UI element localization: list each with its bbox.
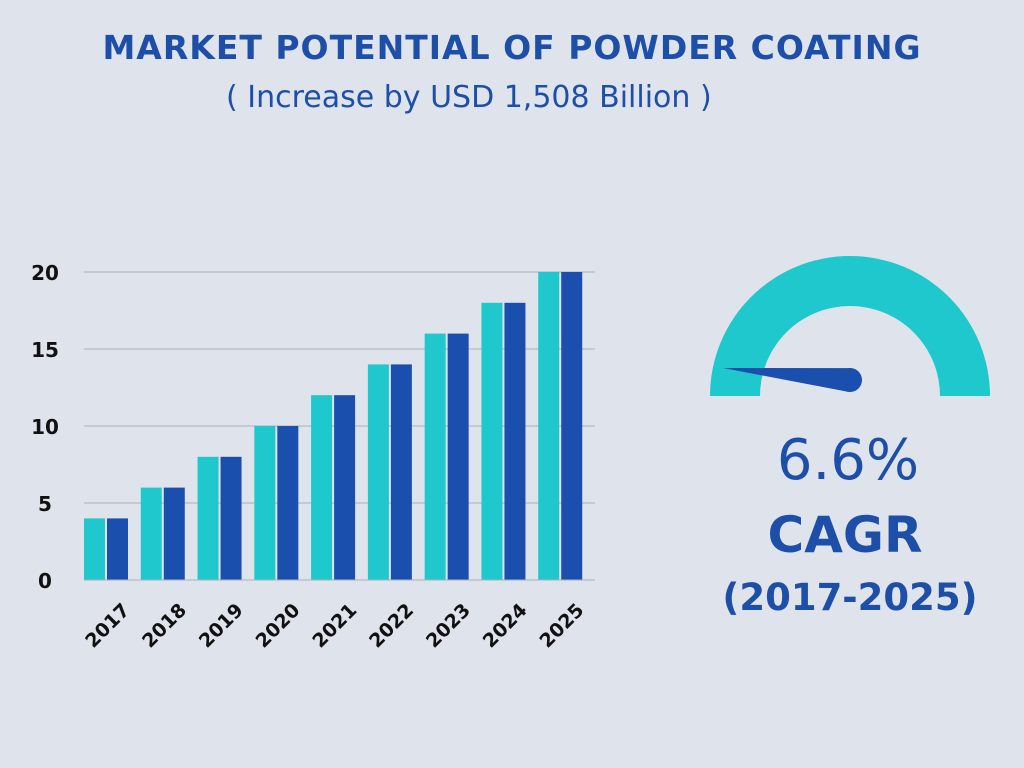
gauge-needle bbox=[723, 367, 852, 392]
cagr-label: CAGR bbox=[767, 506, 923, 564]
y-tick-label: 5 bbox=[38, 492, 52, 516]
gauge-arc bbox=[710, 256, 990, 396]
bar-series-2-2017 bbox=[107, 518, 128, 580]
bar-series-1-2019 bbox=[197, 456, 219, 580]
y-tick-label: 20 bbox=[31, 261, 59, 285]
cagr-period: (2017-2025) bbox=[722, 576, 978, 619]
x-tick-label: 2021 bbox=[308, 599, 361, 652]
bar-chart: 0 5 10 15 20 2017 2018 2019 2020 2021 2022 2023 2024… bbox=[31, 261, 595, 652]
bar-series-2-2021 bbox=[334, 395, 356, 580]
y-tick-label: 10 bbox=[31, 415, 59, 439]
x-tick-label: 2023 bbox=[422, 599, 475, 652]
bar-series-1-2017 bbox=[84, 518, 105, 580]
bar-series-2-2024 bbox=[504, 302, 526, 580]
bar-series-2-2019 bbox=[220, 456, 242, 580]
bar-series-1-2024 bbox=[481, 302, 503, 580]
chart-subtitle: ( Increase by USD 1,508 Billion ) bbox=[226, 80, 712, 115]
x-tick-label: 2019 bbox=[195, 599, 248, 652]
cagr-gauge bbox=[710, 256, 990, 396]
bar-series-2-2022 bbox=[390, 364, 412, 580]
y-tick-label: 0 bbox=[38, 569, 52, 593]
bar-series-2-2018 bbox=[163, 487, 185, 580]
bar-series-1-2020 bbox=[254, 426, 276, 580]
bar-series-1-2025 bbox=[538, 272, 560, 580]
x-tick-label: 2017 bbox=[81, 599, 134, 652]
bar-series-2-2020 bbox=[277, 426, 299, 580]
bar-series-2-2025 bbox=[561, 272, 583, 580]
x-tick-label: 2024 bbox=[479, 599, 532, 652]
chart-title: MARKET POTENTIAL OF POWDER COATING bbox=[102, 28, 922, 67]
bar-series-1-2022 bbox=[367, 364, 389, 580]
bar-series-1-2023 bbox=[424, 333, 446, 580]
x-tick-label: 2018 bbox=[138, 599, 191, 652]
bar-series-1-2018 bbox=[140, 487, 162, 580]
x-tick-label: 2020 bbox=[252, 599, 305, 652]
gauge-needle-hub bbox=[838, 368, 862, 392]
bar-series-2-2023 bbox=[447, 333, 469, 580]
cagr-value: 6.6% bbox=[776, 428, 920, 493]
y-tick-label: 15 bbox=[31, 338, 59, 362]
bar-series-1-2021 bbox=[311, 395, 333, 580]
x-tick-label: 2025 bbox=[536, 599, 589, 652]
x-tick-label: 2022 bbox=[365, 599, 418, 652]
